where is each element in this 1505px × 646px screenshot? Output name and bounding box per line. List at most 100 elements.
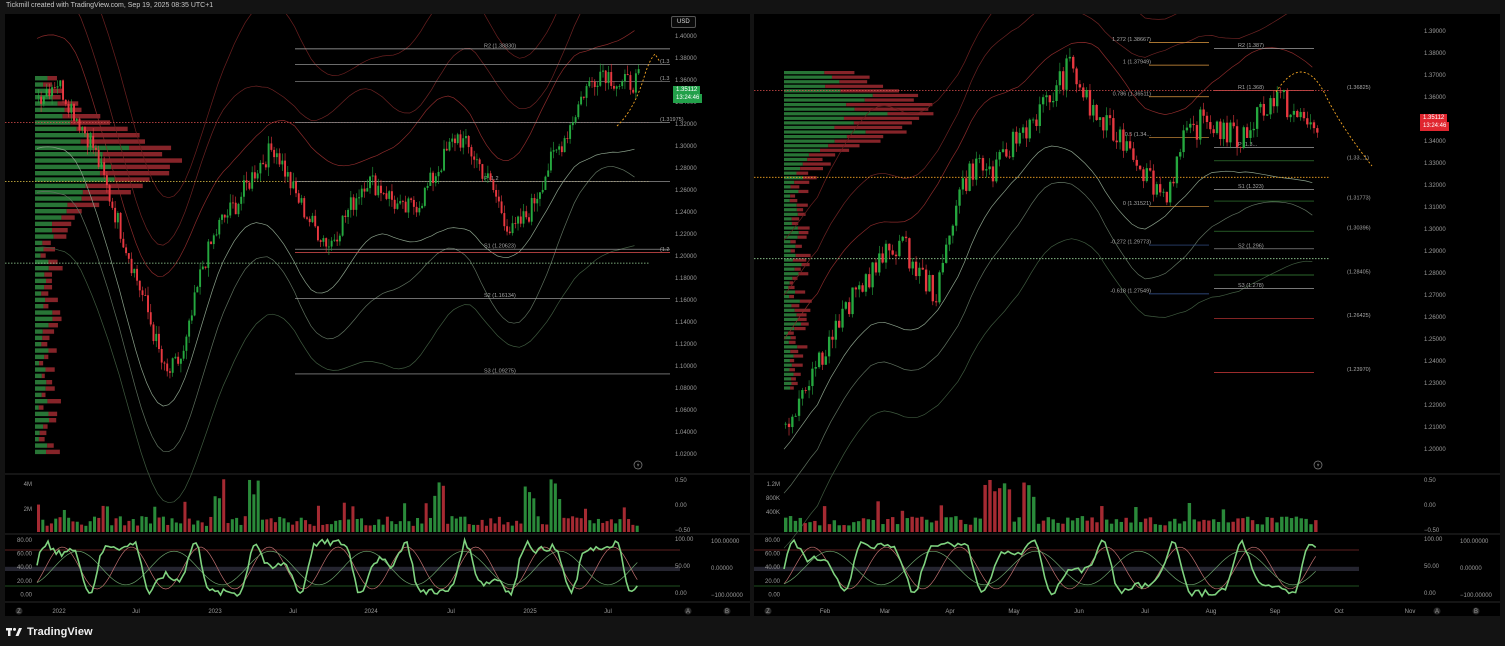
volume-profile-bar [798,231,809,235]
volume-bar [295,521,299,532]
currency-button[interactable]: USD [671,16,696,28]
candle-body [311,215,314,223]
candle-body [306,217,308,219]
candle-body [234,202,237,215]
candle-body [122,238,125,248]
volume-bar [256,480,260,532]
volume-bar [170,518,174,532]
candle-body [371,175,374,177]
candle-body [1259,103,1262,108]
volume-bar [549,479,553,532]
level-label: (1.3 [660,59,669,65]
volume-profile-bar [784,235,798,239]
volume-bar [1202,519,1206,532]
volume-bar [1075,517,1080,532]
candle-body [64,99,67,105]
candle-body [588,81,591,87]
volume-bar [80,524,84,532]
volume-osc-axis-label: 0.00 [675,503,687,509]
tradingview-logo[interactable]: TradingView [6,626,93,638]
volume-bar [136,525,140,532]
candle-body [196,286,199,293]
candle-body [273,149,276,158]
volume-profile-bar [798,189,809,194]
volume-profile-bar [797,317,807,322]
volume-profile-bar [35,386,46,391]
volume-profile-bar [794,308,811,312]
candle-body [174,356,177,359]
volume-profile-bar [57,101,79,106]
candle-body [536,198,539,204]
volume-profile-bar [794,180,810,184]
level-label: (1.31975) [660,117,684,123]
volume-profile-bar [85,183,143,189]
candle-body [610,72,613,86]
volume-profile-bar [796,313,807,317]
volume-bar [939,505,944,532]
volume-bar [571,516,575,532]
volume-bar [1289,518,1294,532]
volume-bar [963,524,968,532]
volume-bar [847,525,851,532]
volume-profile-bar [52,221,72,227]
right-price-tag: 1.35112 [1420,114,1448,123]
volume-profile-bar [81,196,109,201]
volume-bar [973,517,978,532]
volume-bar [269,518,273,532]
volume-bar [1299,518,1303,532]
candle-body [481,164,484,179]
candle-body [352,197,355,210]
volume-profile-bar [796,203,808,207]
volume-profile-bar [35,133,93,138]
volume-bar [1207,520,1211,532]
volume-bar [84,525,88,532]
volume-bar [166,524,170,532]
volume-bar [334,520,338,532]
scale-button-a [684,607,692,615]
candle-body [374,175,377,196]
candle-body [552,150,555,152]
level-label: -0.618 (1.27549) [1110,288,1151,294]
volume-bar [1070,520,1075,532]
volume-profile-bar [35,164,112,170]
candle-body [116,212,119,223]
level-label: (1.36825) [1347,85,1371,91]
candle-body [599,71,602,86]
volume-bar [871,519,875,532]
volume-profile-bar [790,386,794,390]
volume-profile-bar [791,363,803,367]
volume-bar [381,524,385,532]
right-chart-svg[interactable]: 1.272 (1.38667) R2 (1.387) 1 (1.37949) R1 (… [754,14,1500,616]
price-axis-label: 1.08000 [675,386,697,392]
candle-body [1242,127,1245,148]
candle-body [182,350,185,359]
volume-bar [895,524,900,532]
volume-bar [588,520,592,532]
level-label: (1.2 [660,247,669,253]
right-chart-panel[interactable]: 1.272 (1.38667) R2 (1.387) 1 (1.37949) R1 (… [754,14,1500,616]
candle-body [607,72,610,84]
volume-bar [144,516,148,532]
left-chart-svg[interactable]: R2 (1.38830)(1.3(1.3(1.31975)P (1.2S1 (1… [5,14,750,616]
left-chart-panel[interactable]: R2 (1.38830) (1.3 (1.3 (1.31975) P (1.2 S1 (1… [5,14,750,616]
volume-bar [1051,519,1055,532]
candle-body [995,159,998,182]
candle-body [841,308,844,328]
candle-body [358,197,361,199]
volume-bar [881,524,885,532]
volume-bar [1012,521,1016,532]
candle-body [204,266,207,268]
candle-body [1008,156,1011,158]
level-label: -0.272 (1.29773) [1110,240,1151,246]
volume-profile-bar [795,253,811,258]
volume-bar [1114,519,1119,532]
volume-bar [316,505,320,532]
candle-body [344,215,347,218]
volume-bar [856,521,861,532]
volume-osc-axis-label: 0.50 [675,478,687,484]
candle-body [259,162,262,174]
volume-bar [1173,518,1177,532]
price-axis-label: 1.27000 [1424,293,1446,299]
volume-profile-bar [834,125,903,130]
volume-profile-bar [794,267,801,271]
